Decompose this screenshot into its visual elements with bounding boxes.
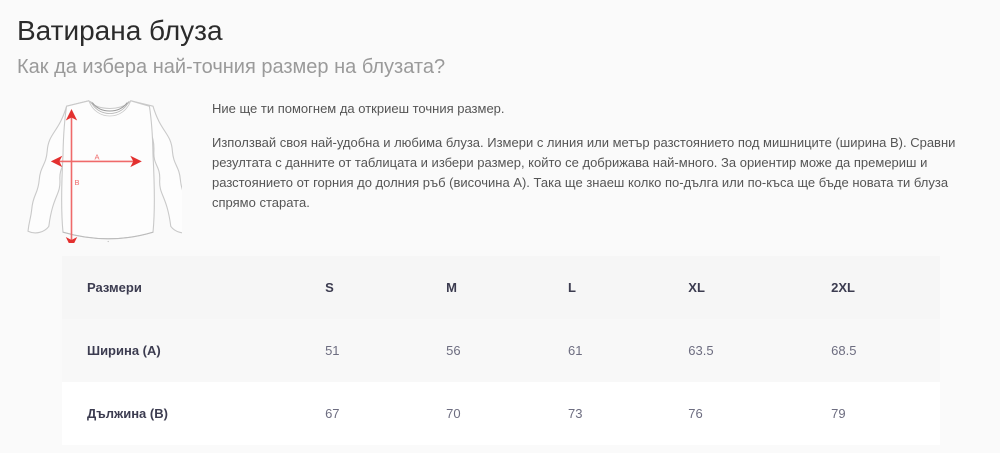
svg-text:B: B: [74, 178, 79, 187]
svg-text:A: A: [94, 152, 99, 161]
